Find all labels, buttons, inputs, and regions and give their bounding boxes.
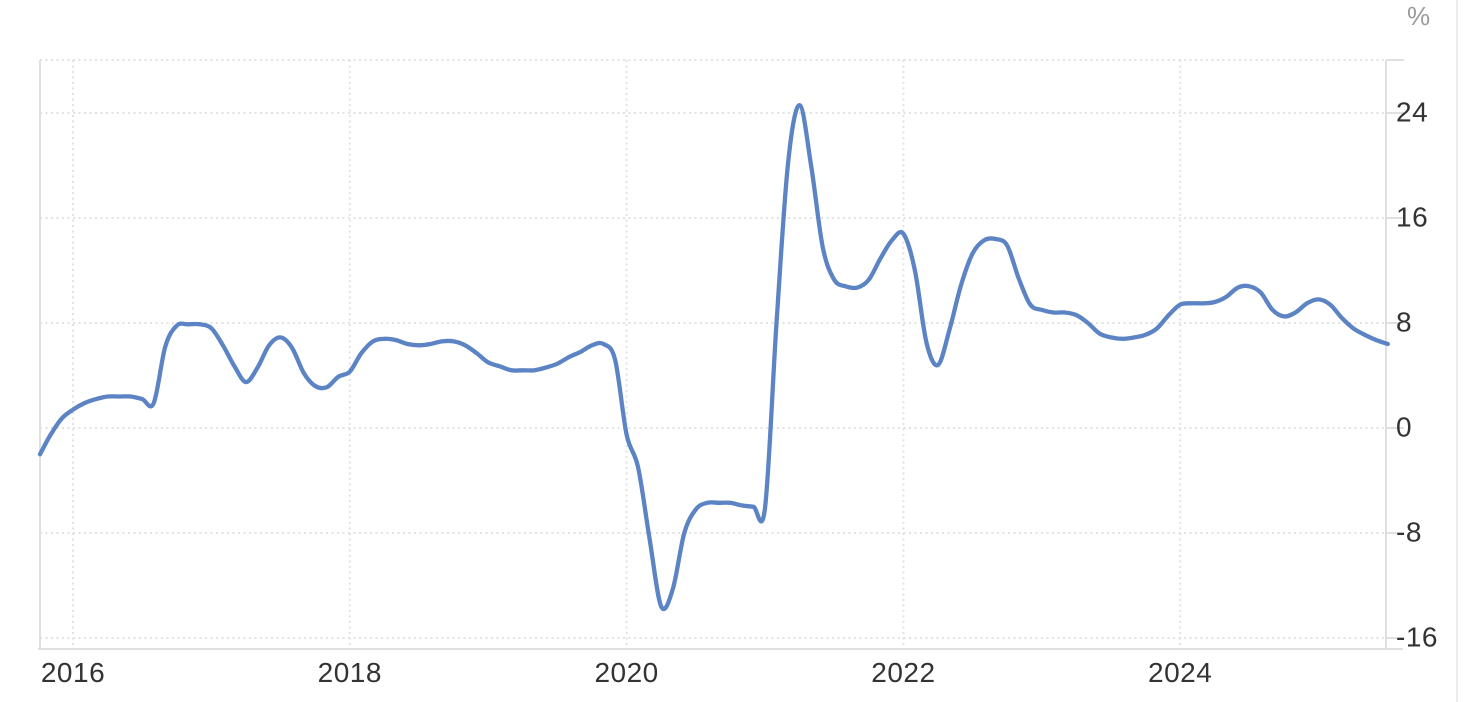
x-axis-tick-label: 2022 bbox=[871, 657, 936, 688]
y-axis-tick-label: -16 bbox=[1396, 621, 1438, 653]
unit-label: % bbox=[1407, 1, 1431, 31]
y-axis-tick-label: 16 bbox=[1396, 201, 1429, 233]
x-axis-tick-label: 2020 bbox=[594, 657, 659, 688]
y-axis-tick-label: -8 bbox=[1396, 516, 1422, 548]
y-axis-tick-label: 24 bbox=[1396, 96, 1429, 128]
y-axis-tick-label: 0 bbox=[1396, 411, 1413, 443]
series-line[interactable] bbox=[37, 102, 1390, 612]
y-axis-tick-label: 8 bbox=[1396, 306, 1413, 338]
x-axis-tick-label: 2018 bbox=[317, 657, 382, 688]
x-axis-tick-label: 2024 bbox=[1148, 657, 1213, 688]
x-axis-tick-label: 2016 bbox=[40, 657, 106, 688]
right-page-divider bbox=[1456, 0, 1458, 702]
